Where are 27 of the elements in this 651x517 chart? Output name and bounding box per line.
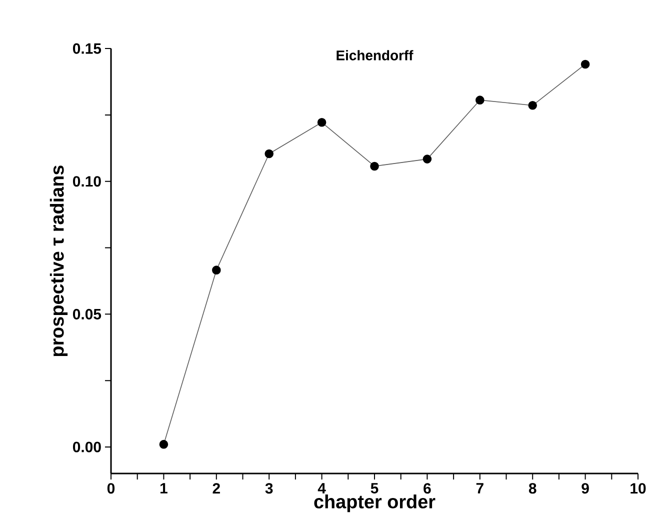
point <box>580 60 590 69</box>
x-tick-label: 0 <box>107 483 115 494</box>
x-tick-label: 8 <box>528 483 536 494</box>
y-tick-label: 0.15 <box>72 43 102 54</box>
point <box>422 154 432 164</box>
x-tick-label: 3 <box>265 483 273 494</box>
point <box>370 162 379 171</box>
point <box>476 96 484 104</box>
y-tick-label: 0.05 <box>72 308 102 320</box>
point <box>264 149 274 158</box>
chart-title: Eichendorff <box>336 50 414 60</box>
x-tick-label: 9 <box>582 483 589 494</box>
x-tick-label: 1 <box>160 483 168 494</box>
y-tick-label: 0.10 <box>72 176 101 187</box>
point <box>528 100 538 110</box>
point <box>212 266 221 274</box>
x-tick-label: 10 <box>630 483 646 494</box>
point <box>159 440 168 449</box>
y-tick-label: 0.00 <box>72 442 101 452</box>
point <box>317 118 326 127</box>
x-tick-label: 2 <box>212 483 220 494</box>
x-tick-label: 4 <box>318 483 326 494</box>
x-tick-label: 6 <box>424 483 431 494</box>
y-axis-title: prospective τ radians <box>50 166 68 356</box>
x-axis-title: chapter order <box>314 494 436 512</box>
x-tick-label: 5 <box>370 483 378 494</box>
x-tick-label: 7 <box>476 483 484 494</box>
